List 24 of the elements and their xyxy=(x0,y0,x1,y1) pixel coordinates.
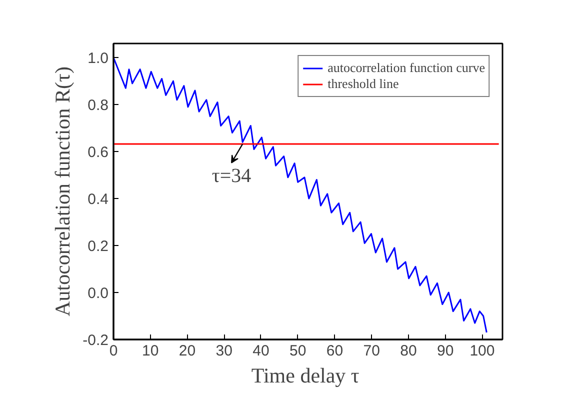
y-tick-label: 0.6 xyxy=(88,144,109,162)
x-tick-label: 0 xyxy=(109,342,118,360)
x-tick-label: 10 xyxy=(142,342,159,360)
annotation: τ=34 xyxy=(212,165,252,188)
x-tick-label: 40 xyxy=(252,342,270,360)
x-tick-label: 30 xyxy=(216,342,232,360)
x-tick-label: 50 xyxy=(290,342,306,360)
x-tick-label: 60 xyxy=(326,342,344,360)
y-axis-title: Autocorrelation function R(τ) xyxy=(50,66,75,316)
y-tick-label: 0.2 xyxy=(88,238,109,256)
y-tick-label: -0.2 xyxy=(82,332,109,349)
x-tick-label: 20 xyxy=(178,342,196,360)
y-tick-label: 0.0 xyxy=(88,285,109,302)
x-tick-label: 90 xyxy=(437,342,454,360)
y-tick-label: 0.8 xyxy=(88,97,109,114)
legend-label: autocorrelation function curve xyxy=(328,60,485,76)
x-tick-label: 80 xyxy=(400,342,417,360)
y-tick-label: 0.4 xyxy=(88,191,109,208)
line-series xyxy=(114,56,488,334)
x-tick-label: 70 xyxy=(363,342,380,360)
y-tick-label: 1.0 xyxy=(88,50,109,68)
x-tick-label: 100 xyxy=(470,342,495,360)
legend-label: threshold line xyxy=(328,76,399,92)
x-axis-title: Time delay τ xyxy=(251,364,360,388)
